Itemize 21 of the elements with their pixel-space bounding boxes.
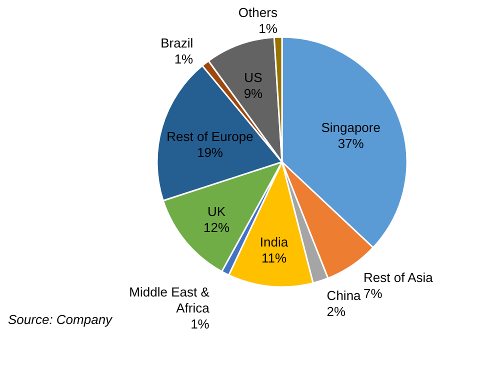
slice-label: Brazil <box>160 35 194 50</box>
data-label: 9% <box>244 86 264 102</box>
data-label: 7% <box>364 286 383 301</box>
data-label: 37% <box>338 136 364 152</box>
slice-label: India <box>260 234 289 250</box>
data-label: 11% <box>261 250 287 266</box>
slice-label: China <box>326 288 362 303</box>
data-label: 2% <box>326 304 346 319</box>
slice-label: US <box>244 70 263 86</box>
slice-label: Middle East & Africa <box>129 284 210 316</box>
data-label: 12% <box>203 220 230 236</box>
slice-label: UK <box>207 204 226 220</box>
data-label: 1% <box>190 316 210 332</box>
data-label: 1% <box>258 21 278 36</box>
data-label: 1% <box>174 51 194 66</box>
slice-label: Rest of Asia <box>364 270 434 285</box>
source-note: Source: Company <box>8 312 114 327</box>
slice-label: Others <box>238 5 278 20</box>
data-label: 19% <box>196 145 224 160</box>
slice-label: Rest of Europe <box>166 129 254 144</box>
slice-label: Singapore <box>321 120 380 136</box>
